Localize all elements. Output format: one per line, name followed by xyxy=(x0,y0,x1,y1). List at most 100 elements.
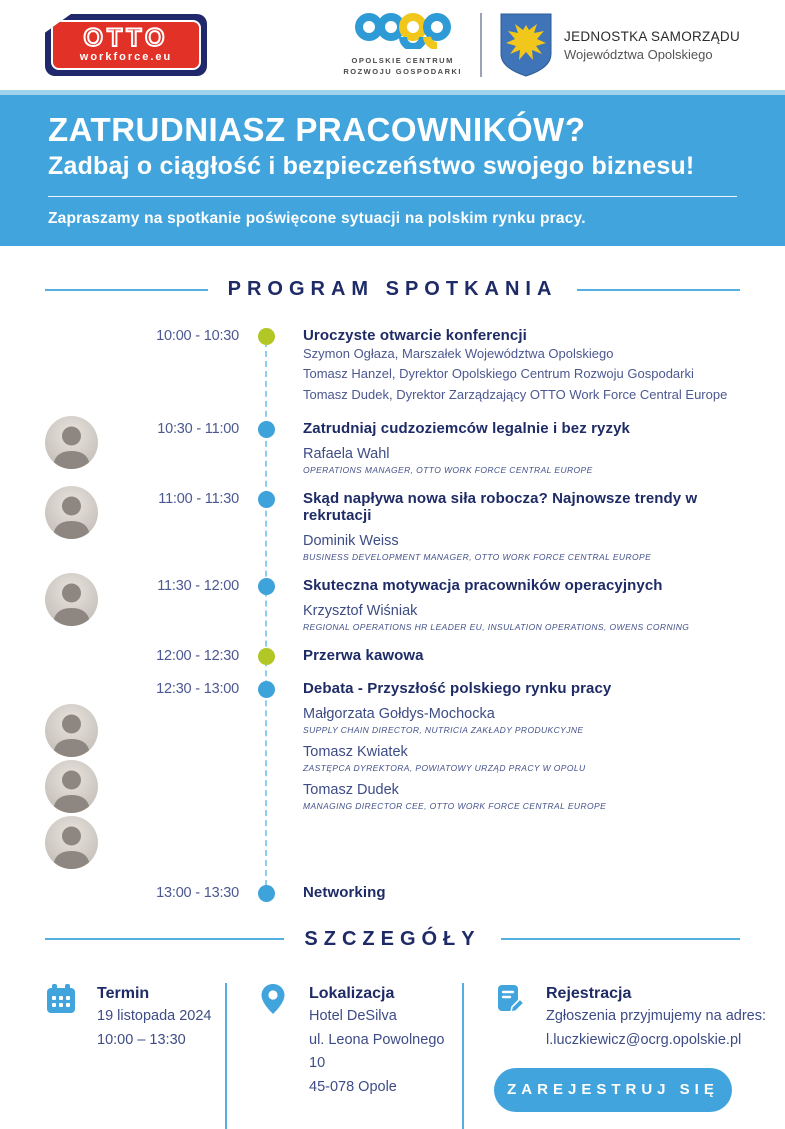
agenda-title: Przerwa kawowa xyxy=(303,646,424,664)
speaker: Tomasz Kwiatek ZASTĘPCA DYREKTORA, POWIAT… xyxy=(303,744,740,773)
timeline-dot xyxy=(257,680,275,698)
speaker-name: Krzysztof Wiśniak xyxy=(303,602,418,619)
speaker-name: Rafaela Wahl xyxy=(303,445,390,462)
person-silhouette-icon xyxy=(53,426,90,469)
agenda-detail-line: Tomasz Dudek, Dyrektor Zarządzający OTTO… xyxy=(303,386,728,402)
agenda-time: 11:00 - 11:30 xyxy=(158,490,239,507)
speaker-photos xyxy=(45,703,139,869)
details-column-lokalizacja: Lokalizacja Hotel DeSilva ul. Leona Powoln… xyxy=(225,982,462,1129)
speaker-role: SUPPLY CHAIN DIRECTOR, NUTRICIA ZAKŁADY … xyxy=(303,724,584,735)
timeline-dot xyxy=(257,328,275,346)
agenda-detail-line: Szymon Ogłaza, Marszałek Województwa Opo… xyxy=(303,346,614,362)
speaker-photos xyxy=(45,643,139,665)
timeline-dashed-line xyxy=(265,341,267,886)
agenda-item: 10:30 - 11:00 Zatrudniaj cudzoziemców leg… xyxy=(45,415,740,475)
details-line: Hotel DeSilva xyxy=(309,1007,397,1024)
speaker-role: BUSINESS DEVELOPMENT MANAGER, OTTO WORK … xyxy=(303,551,652,562)
speaker: Tomasz Dudek MANAGING DIRECTOR CEE, OTTO … xyxy=(303,782,740,811)
agenda-title: Uroczyste otwarcie konferencji xyxy=(303,327,527,345)
speaker-role: ZASTĘPCA DYREKTORA, POWIATOWY URZĄD PRAC… xyxy=(303,762,586,773)
register-button[interactable]: ZAREJESTRUJ SIĘ xyxy=(494,1067,732,1112)
ocrg-caption-2: ROZWOJU GOSPODARKI xyxy=(343,67,463,76)
agenda-title: Zatrudniaj cudzoziemców legalnie i bez r… xyxy=(303,419,630,437)
registration-icon xyxy=(498,984,526,1013)
agenda-title: Skuteczna motywacja pracowników operacyj… xyxy=(303,576,663,594)
agenda-detail-line: Tomasz Hanzel, Dyrektor Opolskiego Centr… xyxy=(303,366,694,382)
details-column-rejestracja: Rejestracja Zgłoszenia przyjmujemy na adr… xyxy=(462,982,785,1129)
speaker-photo xyxy=(45,485,98,539)
speaker-photo xyxy=(45,815,98,869)
timeline-dot xyxy=(257,490,275,508)
banner-subtitle: Zadbaj o ciągłość i bezpieczeństwo swoje… xyxy=(48,152,695,181)
opolskie-coat-of-arms-icon xyxy=(500,13,552,77)
details-title: Termin xyxy=(97,984,150,1002)
speaker: Rafaela Wahl OPERATIONS MANAGER, OTTO WOR… xyxy=(303,446,740,475)
speaker-photos xyxy=(45,415,139,475)
agenda-time: 12:00 - 12:30 xyxy=(156,647,239,664)
person-silhouette-icon xyxy=(53,714,90,757)
person-silhouette-icon xyxy=(53,496,90,539)
speaker: Dominik Weiss BUSINESS DEVELOPMENT MANAGE… xyxy=(303,533,740,562)
details-title: Rejestracja xyxy=(546,984,632,1002)
agenda-timeline: 10:00 - 10:30 Uroczyste otwarcie konferen… xyxy=(45,327,740,902)
speaker-photos xyxy=(45,880,139,902)
timeline-dot xyxy=(257,647,275,665)
details-line: 19 listopada 2024 xyxy=(97,1007,212,1024)
details-line: l.luczkiewicz@ocrg.opolskie.pl xyxy=(546,1032,742,1049)
details-heading-text: SZCZEGÓŁY xyxy=(304,927,481,950)
person-silhouette-icon xyxy=(53,770,90,813)
person-silhouette-icon xyxy=(53,826,90,869)
speaker-photo xyxy=(45,572,98,626)
speaker-name: Tomasz Dudek xyxy=(303,781,399,798)
details-column-termin: Termin 19 listopada 2024 10:00 – 13:30 xyxy=(45,983,225,1129)
details-line: Zgłoszenia przyjmujemy na adres: xyxy=(546,1007,767,1024)
program-heading: PROGRAM SPOTKANIA xyxy=(0,278,785,301)
ocrg-logo: OPOLSKIE CENTRUM ROZWOJU GOSPODARKI xyxy=(343,12,463,78)
speaker-role: REGIONAL OPERATIONS HR LEADER EU, INSULA… xyxy=(303,621,690,632)
details-title: Lokalizacja xyxy=(309,984,395,1002)
details-heading: SZCZEGÓŁY xyxy=(0,928,785,951)
speaker-role: OPERATIONS MANAGER, OTTO WORK FORCE CENT… xyxy=(303,464,593,475)
agenda-time: 12:30 - 13:00 xyxy=(156,680,239,697)
speaker-photos xyxy=(45,323,139,404)
agenda-item: 12:00 - 12:30 Przerwa kawowa xyxy=(83,647,740,665)
otto-logo-sub: workforce.eu xyxy=(79,50,173,63)
details-line: 45-078 Opole xyxy=(309,1079,397,1096)
speaker-role: MANAGING DIRECTOR CEE, OTTO WORK FORCE C… xyxy=(303,800,607,811)
jst-line-2: Województwa Opolskiego xyxy=(564,46,713,62)
agenda-item: 11:00 - 11:30 Skąd napływa nowa siła robo… xyxy=(45,485,740,562)
speaker-name: Dominik Weiss xyxy=(303,532,399,549)
speaker-photos xyxy=(45,572,139,632)
agenda-item: 10:00 - 10:30 Uroczyste otwarcie konferen… xyxy=(83,327,740,404)
details-line: 10:00 – 13:30 xyxy=(97,1032,186,1049)
hero-banner: ZATRUDNIASZ PRACOWNIKÓW? Zadbaj o ciągło… xyxy=(0,90,785,247)
otto-workforce-logo: OTTO workforce.eu xyxy=(45,14,207,76)
agenda-time: 13:00 - 13:30 xyxy=(156,884,239,901)
header-divider xyxy=(480,13,483,77)
banner-title: ZATRUDNIASZ PRACOWNIKÓW? xyxy=(48,111,586,148)
speaker: Krzysztof Wiśniak REGIONAL OPERATIONS HR … xyxy=(303,603,740,632)
agenda-title: Networking xyxy=(303,883,386,901)
person-silhouette-icon xyxy=(53,583,90,626)
details-columns: Termin 19 listopada 2024 10:00 – 13:30 Loka… xyxy=(0,977,785,1129)
timeline-dot xyxy=(257,884,275,902)
timeline-dot xyxy=(257,420,275,438)
speaker-name: Tomasz Kwiatek xyxy=(303,743,408,760)
speaker: Małgorzata Gołdys-Mochocka SUPPLY CHAIN D… xyxy=(303,706,740,735)
agenda-time: 10:00 - 10:30 xyxy=(156,328,239,345)
agenda-title: Skąd napływa nowa siła robocza? Najnowsz… xyxy=(303,489,698,524)
agenda-item: 13:00 - 13:30 Networking xyxy=(83,884,740,902)
banner-lead: Zapraszamy na spotkanie poświęcone sytua… xyxy=(48,210,586,228)
agenda-time: 10:30 - 11:00 xyxy=(157,420,239,437)
details-line: ul. Leona Powolnego 10 xyxy=(309,1032,445,1071)
timeline-dot xyxy=(257,577,275,595)
speaker-photo xyxy=(45,703,98,757)
otto-logo-word: OTTO xyxy=(83,24,169,53)
speaker-photo xyxy=(45,759,98,813)
calendar-icon xyxy=(47,983,75,1013)
program-heading-text: PROGRAM SPOTKANIA xyxy=(227,278,558,301)
map-pin-icon xyxy=(261,983,285,1014)
agenda-item: 12:30 - 13:00 Debata - Przyszłość polskie… xyxy=(45,680,740,869)
speaker-photos xyxy=(45,485,139,562)
jst-line-1: JEDNOSTKA SAMORZĄDU xyxy=(564,28,740,44)
